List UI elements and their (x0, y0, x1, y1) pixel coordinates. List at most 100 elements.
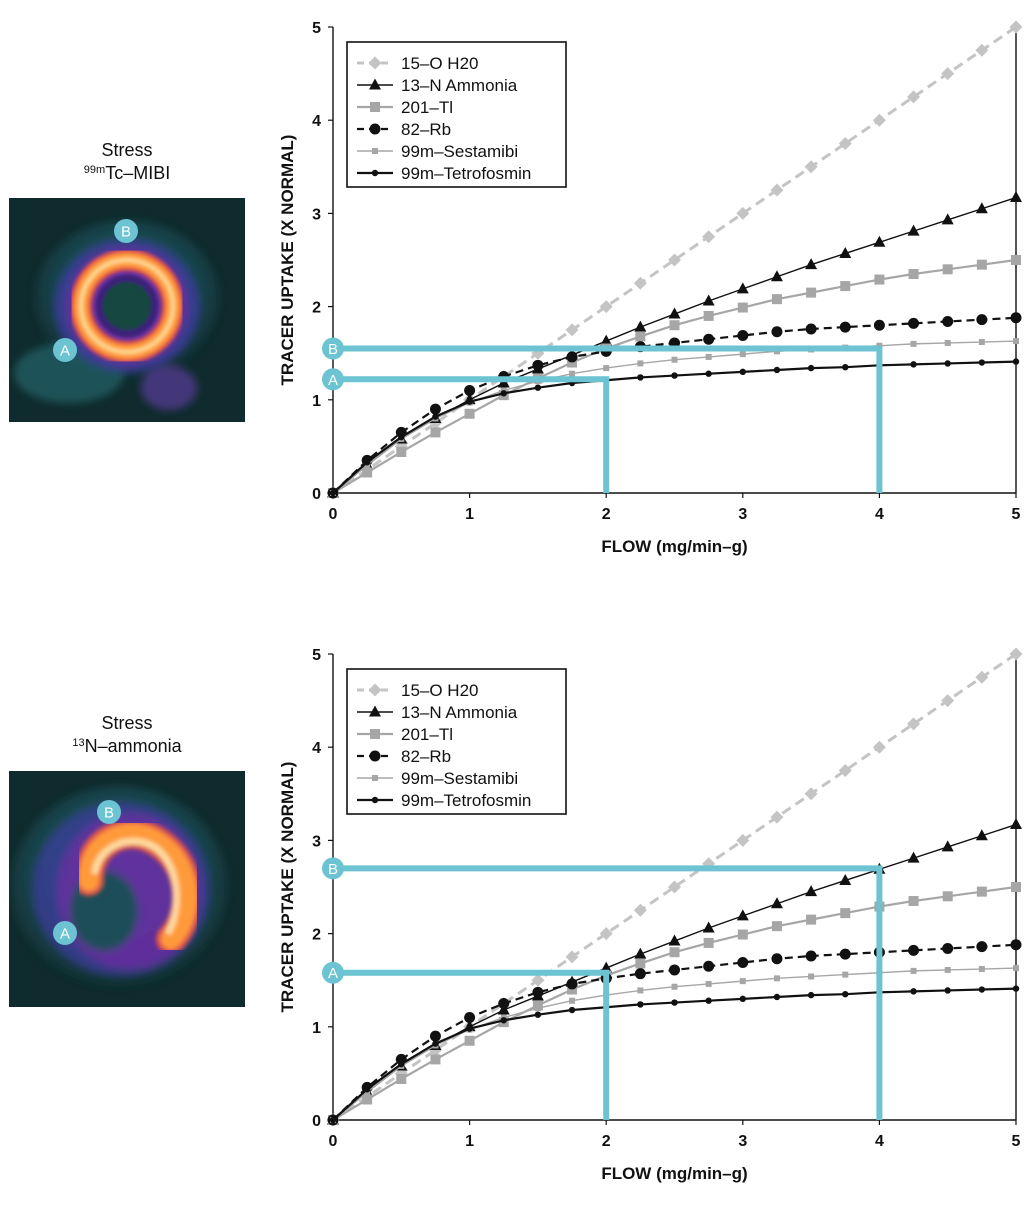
data-point (702, 294, 715, 306)
x-tick-label: 3 (738, 1133, 747, 1150)
legend-swatch-marker (372, 775, 378, 781)
legend-label: 82–Rb (401, 747, 451, 766)
data-point (1010, 191, 1022, 203)
data-point (840, 908, 851, 919)
data-point (975, 829, 988, 841)
data-point (910, 967, 917, 974)
guide-label: B (328, 861, 338, 878)
legend-swatch-marker (370, 102, 380, 112)
data-point (1012, 358, 1020, 365)
data-point (978, 966, 985, 973)
data-point (637, 1001, 644, 1008)
series-3 (327, 312, 1022, 499)
guide-badge (322, 368, 344, 391)
data-point (805, 885, 818, 897)
legend-label: 99m–Sestamibi (401, 142, 518, 161)
guide-badge (322, 857, 344, 880)
data-point (637, 987, 644, 994)
x-tick-label: 0 (329, 1133, 338, 1150)
data-point (975, 670, 989, 684)
y-tick-label: 1 (312, 393, 321, 410)
data-point (363, 1086, 371, 1093)
data-point (872, 740, 886, 754)
data-point (534, 1011, 542, 1018)
legend-box (346, 41, 567, 188)
data-point (944, 987, 951, 994)
data-point (599, 300, 613, 314)
legend-item: 13–N Ammonia (357, 703, 518, 722)
x-tick-label: 2 (602, 506, 611, 523)
legend-label: 13–N Ammonia (401, 76, 518, 95)
data-point (770, 897, 783, 909)
data-point (942, 316, 954, 328)
svg-text:B: B (121, 224, 131, 241)
data-point (464, 384, 476, 396)
data-point (805, 323, 817, 335)
data-point (806, 914, 817, 925)
uptake-chart: 0 1 2 3 4 5 0 1 2 3 4 5 FLOW (mg/min–g) TRACER UPTAKE… (278, 647, 1023, 1183)
data-point (1012, 985, 1020, 992)
scan-marker-a: A (53, 338, 77, 362)
data-point (737, 929, 748, 940)
data-point (771, 953, 783, 965)
data-point (736, 833, 750, 847)
data-point (978, 986, 986, 993)
x-axis-title: FLOW (mg/min–g) (601, 537, 747, 556)
data-point (1009, 647, 1023, 661)
data-point (874, 274, 885, 285)
data-point (603, 365, 610, 372)
x-axis-title: FLOW (mg/min–g) (601, 1164, 747, 1183)
data-point (534, 1005, 541, 1012)
data-point (1010, 818, 1022, 830)
legend-item: 13–N Ammonia (357, 76, 518, 95)
data-point (669, 947, 680, 958)
data-point (668, 934, 681, 946)
data-point (736, 909, 749, 921)
data-point (362, 1094, 373, 1105)
data-point (633, 903, 647, 917)
legend-label: 15–O H20 (401, 681, 479, 700)
data-point (975, 202, 988, 214)
data-point (1010, 939, 1022, 951)
y-tick-label: 5 (312, 647, 321, 664)
data-point (500, 390, 507, 397)
data-point (668, 880, 681, 894)
x-tick-label: 3 (738, 506, 747, 523)
data-point (671, 983, 678, 990)
data-point (466, 398, 473, 405)
data-point (839, 873, 852, 885)
data-point (908, 895, 919, 906)
data-point (430, 1054, 441, 1065)
data-point (739, 978, 746, 985)
guide-label: B (328, 341, 338, 358)
guide-b: B (322, 857, 883, 1120)
data-point (975, 43, 989, 57)
legend-label: 82–Rb (401, 120, 451, 139)
data-point (668, 307, 681, 319)
caption-isotope: 99m (83, 164, 106, 176)
data-point (739, 368, 746, 376)
scan-marker-a: A (53, 921, 77, 945)
data-point (739, 351, 746, 358)
data-point (1013, 965, 1019, 972)
data-point (910, 340, 917, 347)
legend-swatch-marker (368, 56, 382, 70)
legend-label: 99m–Tetrofosmin (401, 791, 531, 810)
data-point (771, 921, 782, 932)
data-point (771, 326, 783, 338)
guide-a: A (322, 368, 610, 493)
data-point (500, 1017, 507, 1024)
data-point (534, 384, 542, 391)
data-point (566, 978, 578, 990)
legend-swatch-marker (369, 123, 381, 135)
legend-swatch-marker (372, 148, 378, 154)
data-point (565, 323, 579, 337)
x-tick-label: 1 (465, 1133, 474, 1150)
guide-line (333, 376, 610, 493)
data-point (703, 310, 714, 321)
axes: 0 1 2 3 4 5 0 1 2 3 4 5 FLOW (mg/min–g) TRACER UPTAKE… (278, 647, 1021, 1183)
data-point (941, 840, 954, 852)
legend-item: 201–Tl (357, 725, 453, 744)
uptake-chart: 0 1 2 3 4 5 0 1 2 3 4 5 FLOW (mg/min–g) TRACER UPTAKE… (278, 20, 1023, 556)
data-point (978, 359, 986, 366)
